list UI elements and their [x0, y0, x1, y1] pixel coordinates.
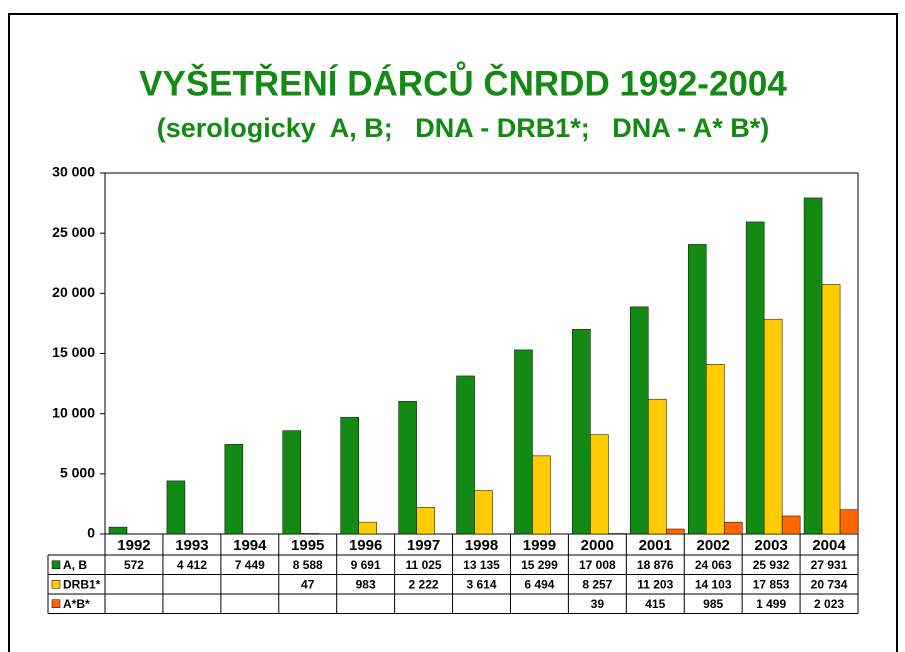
x-tick-label: 2004 — [812, 537, 846, 554]
table-value: 18 876 — [637, 558, 674, 572]
x-tick-label: 1992 — [117, 537, 150, 554]
table-value: 8 588 — [293, 558, 323, 572]
bar — [821, 284, 841, 535]
table-value: 7 449 — [235, 558, 265, 572]
bar — [590, 434, 609, 535]
table-value: 27 931 — [811, 558, 848, 572]
bar — [282, 430, 302, 535]
table-value: 2 222 — [409, 577, 439, 591]
table-value: 1 499 — [756, 597, 786, 611]
legend-label: DRB1* — [63, 577, 101, 591]
bar — [781, 515, 801, 535]
table-value: 2 023 — [814, 597, 844, 611]
table-value: 11 025 — [406, 558, 442, 572]
x-tick-label: 2003 — [754, 537, 787, 554]
bar — [803, 197, 823, 535]
y-tick-label: 5 000 — [60, 465, 95, 481]
bar — [398, 401, 417, 535]
bar — [358, 521, 377, 535]
table-value: 3 614 — [466, 577, 496, 591]
y-tick-label: 0 — [87, 525, 95, 541]
legend-key — [51, 599, 61, 608]
bar — [723, 521, 743, 535]
legend-key — [51, 560, 61, 569]
table-value: 6 494 — [524, 577, 554, 591]
bar — [456, 375, 475, 535]
bar — [340, 417, 359, 535]
legend-label: A*B* — [63, 597, 90, 611]
x-tick-label: 2002 — [697, 537, 730, 554]
legend-key — [51, 580, 61, 589]
y-tick-label: 30 000 — [52, 164, 95, 180]
bar — [514, 349, 533, 535]
bar — [666, 528, 685, 535]
bar — [166, 480, 186, 535]
y-tick-label: 25 000 — [52, 224, 95, 240]
table-value: 415 — [645, 597, 665, 611]
x-tick-label: 1996 — [349, 537, 382, 554]
x-tick-label: 1997 — [407, 537, 440, 554]
table-value: 39 — [591, 597, 605, 611]
bar — [630, 306, 649, 535]
bar — [224, 444, 244, 535]
x-tick-label: 2001 — [639, 537, 672, 554]
table-value: 983 — [356, 577, 376, 591]
plot-area — [104, 172, 859, 535]
x-tick-label: 1995 — [291, 537, 324, 554]
table-value: 14 103 — [695, 577, 732, 591]
table-value: 20 734 — [811, 577, 848, 591]
x-tick-label: 2000 — [581, 537, 614, 554]
bar — [108, 526, 128, 535]
y-tick-label: 10 000 — [52, 404, 95, 420]
bar — [474, 490, 493, 535]
bar — [416, 507, 435, 535]
x-tick-label: 1993 — [175, 537, 208, 554]
bar — [763, 318, 783, 535]
bar — [648, 398, 667, 535]
table-value: 15 299 — [521, 558, 558, 572]
y-tick-label: 15 000 — [52, 344, 95, 360]
x-tick-label: 1994 — [233, 537, 267, 554]
x-tick-label: 1999 — [523, 537, 556, 554]
bar — [745, 221, 765, 535]
table-value: 4 412 — [177, 558, 207, 572]
bar — [532, 455, 551, 535]
table-value: 572 — [124, 558, 144, 572]
table-value: 8 257 — [582, 577, 612, 591]
y-tick-label: 20 000 — [52, 284, 95, 300]
bar — [572, 329, 591, 535]
bar — [687, 244, 707, 535]
chart-subtitle: (serologicky A, B; DNA - DRB1*; DNA - A*… — [157, 113, 770, 143]
bar — [839, 509, 859, 535]
chart-title: VYŠETŘENÍ DÁRCŮ ČNRDD 1992-2004 — [139, 60, 787, 103]
table-value: 25 932 — [753, 558, 790, 572]
table-value: 17 008 — [579, 558, 616, 572]
table-value: 985 — [703, 597, 723, 611]
bar — [705, 364, 725, 535]
table-value: 13 135 — [463, 558, 500, 572]
table-value: 17 853 — [753, 577, 790, 591]
table-value: 47 — [301, 577, 315, 591]
table-value: 9 691 — [351, 558, 381, 572]
table-value: 24 063 — [695, 558, 732, 572]
bar — [300, 533, 320, 535]
legend-label: A, B — [63, 558, 87, 572]
frame — [8, 13, 898, 652]
table-value: 11 203 — [637, 577, 673, 591]
x-tick-label: 1998 — [465, 537, 498, 554]
